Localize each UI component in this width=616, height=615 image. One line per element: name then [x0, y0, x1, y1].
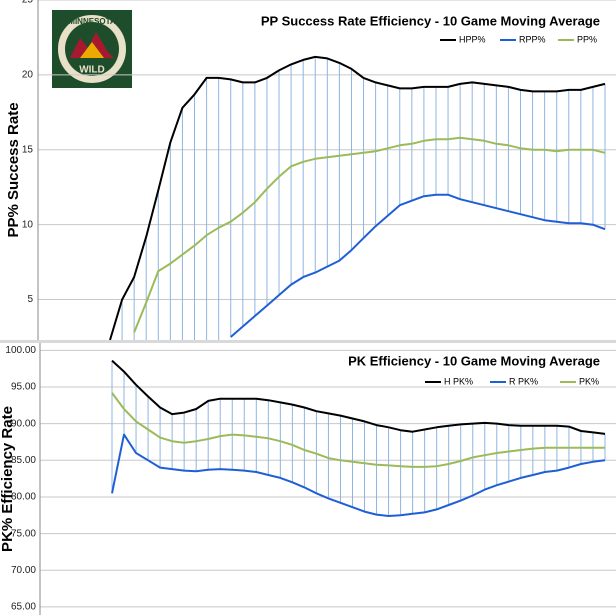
legend-label: H PK% — [444, 376, 473, 386]
y-tick-label: 85.00 — [11, 455, 36, 466]
chart-title: PK Efficiency - 10 Game Moving Average — [348, 353, 600, 368]
series-line — [111, 359, 606, 435]
series-line — [230, 193, 606, 338]
y-tick-label: 15 — [22, 144, 34, 155]
y-tick-label: 90.00 — [11, 418, 36, 429]
logo-text: MINNESOTA — [68, 17, 116, 26]
plot — [109, 55, 606, 340]
chart-title: PP Success Rate Efficiency - 10 Game Mov… — [261, 13, 600, 28]
series-line — [109, 55, 606, 340]
y-tick-label: 25 — [22, 0, 34, 6]
y-tick-label: 80.00 — [11, 492, 36, 503]
legend-label: RPP% — [519, 34, 546, 44]
y-tick-label: 95.00 — [11, 382, 36, 393]
y-tick-label: 65.00 — [11, 602, 36, 613]
y-axis-title: PK% Efficiency Rate — [0, 406, 16, 552]
logo-emblem-inner — [80, 42, 104, 58]
legend-label: PK% — [579, 376, 599, 386]
y-tick-label: 75.00 — [11, 528, 36, 539]
y-tick-label: 70.00 — [11, 565, 36, 576]
series-line — [111, 392, 605, 468]
y-tick-label: 5 — [27, 294, 33, 305]
legend-label: HPP% — [459, 34, 486, 44]
y-axis-title: PP% Success Rate — [5, 102, 22, 237]
logo-text: WILD — [79, 65, 105, 76]
plot — [111, 359, 606, 517]
chart-separator — [0, 340, 616, 343]
logo: MINNESOTA WILD — [52, 10, 132, 88]
series-line — [111, 433, 606, 517]
y-tick-label: 20 — [22, 70, 34, 81]
series-line — [133, 136, 606, 333]
y-tick-label: 10 — [22, 219, 34, 230]
legend-label: PP% — [577, 34, 597, 44]
y-tick-label: 100.00 — [5, 345, 36, 356]
legend-label: R PK% — [509, 376, 538, 386]
